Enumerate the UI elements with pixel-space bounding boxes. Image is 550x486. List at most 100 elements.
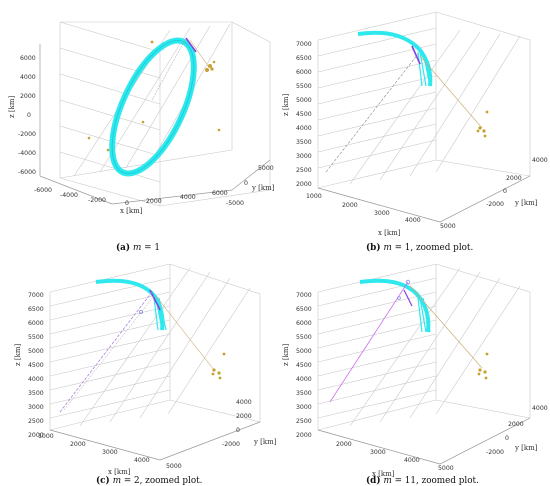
orbit-arc — [357, 30, 433, 87]
z-tick: 5500 — [28, 334, 44, 341]
y-tick: 0 — [236, 427, 240, 434]
trajectory-line — [185, 37, 197, 53]
y-tick: 0 — [503, 188, 507, 195]
orbit-fan — [417, 297, 431, 333]
caption-row-2: (c) m = 2, zoomed plot. (d) m = 11, zoomed… — [96, 475, 479, 486]
x-tick: 2000 — [336, 441, 352, 448]
x-tick: 0 — [125, 200, 129, 207]
z-tick: 5500 — [296, 334, 312, 341]
z-tick: 5000 — [28, 348, 44, 355]
z-tick: 3000 — [28, 404, 44, 411]
caption-a: (a) m = 1 — [116, 242, 160, 253]
trajectory-line — [149, 289, 161, 311]
x-tick: 5000 — [438, 465, 454, 472]
guide-line — [409, 285, 483, 369]
x-axis-label: x [km] — [372, 470, 395, 478]
y-tick: 4000 — [236, 399, 252, 406]
x-tick: 4000 — [134, 457, 150, 464]
z-tick: 7000 — [28, 292, 44, 299]
y-tick: 0 — [505, 435, 509, 442]
z-tick: 3500 — [296, 139, 312, 146]
panel-a: 6000 4000 2000 0 -2000 -4000 -6000 z [km… — [8, 21, 275, 215]
z-tick: 5000 — [296, 97, 312, 104]
x-tick: 5000 — [166, 463, 182, 470]
z-tick: 2500 — [296, 418, 312, 425]
link-line — [189, 39, 209, 67]
x-tick: 3000 — [102, 449, 118, 456]
marker — [397, 296, 401, 300]
z-tick: 3500 — [28, 390, 44, 397]
z-tick: 3000 — [296, 153, 312, 160]
x-tick: -6000 — [34, 187, 52, 194]
link-line — [329, 281, 409, 403]
y-tick: 2000 — [508, 421, 524, 428]
x-axis-label: x [km] — [120, 207, 143, 215]
z-tick: 4500 — [296, 111, 312, 118]
trajectory-line — [403, 289, 413, 307]
y-tick: -2000 — [486, 201, 504, 208]
y-tick: -2000 — [486, 449, 504, 456]
y-axis-label: y [km] — [251, 184, 275, 192]
marker — [405, 279, 411, 285]
ground-stations — [211, 352, 226, 380]
y-tick: 2000 — [236, 413, 252, 420]
x-tick: 6000 — [212, 190, 228, 197]
caption-b: (b) m = 1, zoomed plot. — [366, 242, 473, 253]
x-tick: 3000 — [370, 449, 386, 456]
z-tick: 2500 — [28, 418, 44, 425]
y-tick: -2000 — [222, 441, 240, 448]
orbit-ring — [109, 37, 197, 177]
x-tick: 2000 — [342, 202, 358, 209]
link-line-dashed — [59, 291, 153, 413]
panel-b: 7000 6500 6000 5500 5000 4500 4000 3500 … — [282, 11, 548, 237]
z-tick: 6000 — [296, 69, 312, 76]
link-line — [419, 55, 483, 129]
x-tick: 3000 — [374, 210, 390, 217]
z-tick: 6500 — [296, 55, 312, 62]
y-tick: 4000 — [532, 157, 548, 164]
caption-row-1: (a) m = 1 (b) m = 1, zoomed plot. — [116, 242, 473, 253]
z-tick: 7000 — [296, 41, 312, 48]
z-tick: 5500 — [296, 83, 312, 90]
z-tick: 6000 — [296, 320, 312, 327]
ground-stations — [476, 110, 489, 138]
x-tick: 1000 — [38, 433, 54, 440]
x-tick: 1000 — [306, 193, 322, 200]
z-tick: 2000 — [20, 93, 36, 100]
y-axis-label: y [km] — [514, 444, 538, 452]
z-tick: 7000 — [296, 292, 312, 299]
x-axis-label: x [km] — [378, 229, 401, 237]
z-tick: 6000 — [28, 320, 44, 327]
x-axis-label: x [km] — [108, 468, 131, 476]
x-tick: -4000 — [60, 192, 78, 199]
z-tick: 6500 — [296, 306, 312, 313]
z-tick: 4000 — [296, 125, 312, 132]
z-tick: 5000 — [296, 348, 312, 355]
y-tick: 4000 — [532, 405, 548, 412]
y-tick: -5000 — [226, 200, 244, 207]
caption-c: (c) m = 2, zoomed plot. — [96, 475, 202, 486]
z-tick: 3500 — [296, 390, 312, 397]
guide-line — [151, 37, 187, 101]
z-tick: 0 — [27, 112, 31, 119]
z-tick: 4500 — [296, 362, 312, 369]
x-tick: 4000 — [404, 457, 420, 464]
z-tick: 6000 — [20, 55, 36, 62]
z-tick: -2000 — [18, 131, 36, 138]
panel-c: 7000 6500 6000 5500 5000 4500 4000 3500 … — [14, 263, 277, 476]
orbit-fan — [417, 51, 431, 87]
guide-line — [325, 53, 419, 173]
z-tick: 4000 — [296, 376, 312, 383]
x-tick: 2000 — [70, 441, 86, 448]
z-axis-label: z [km] — [282, 343, 290, 366]
guide-line — [63, 295, 155, 411]
z-tick: 4500 — [28, 362, 44, 369]
ground-stations — [87, 40, 221, 152]
orbit-ring-inner — [111, 40, 195, 174]
panel-d: 7000 6500 6000 5500 5000 4500 4000 3500 … — [282, 263, 548, 478]
z-tick: 2500 — [296, 167, 312, 174]
y-axis-label: y [km] — [514, 199, 538, 207]
z-tick: 4000 — [20, 74, 36, 81]
z-tick: 2000 — [28, 432, 44, 439]
